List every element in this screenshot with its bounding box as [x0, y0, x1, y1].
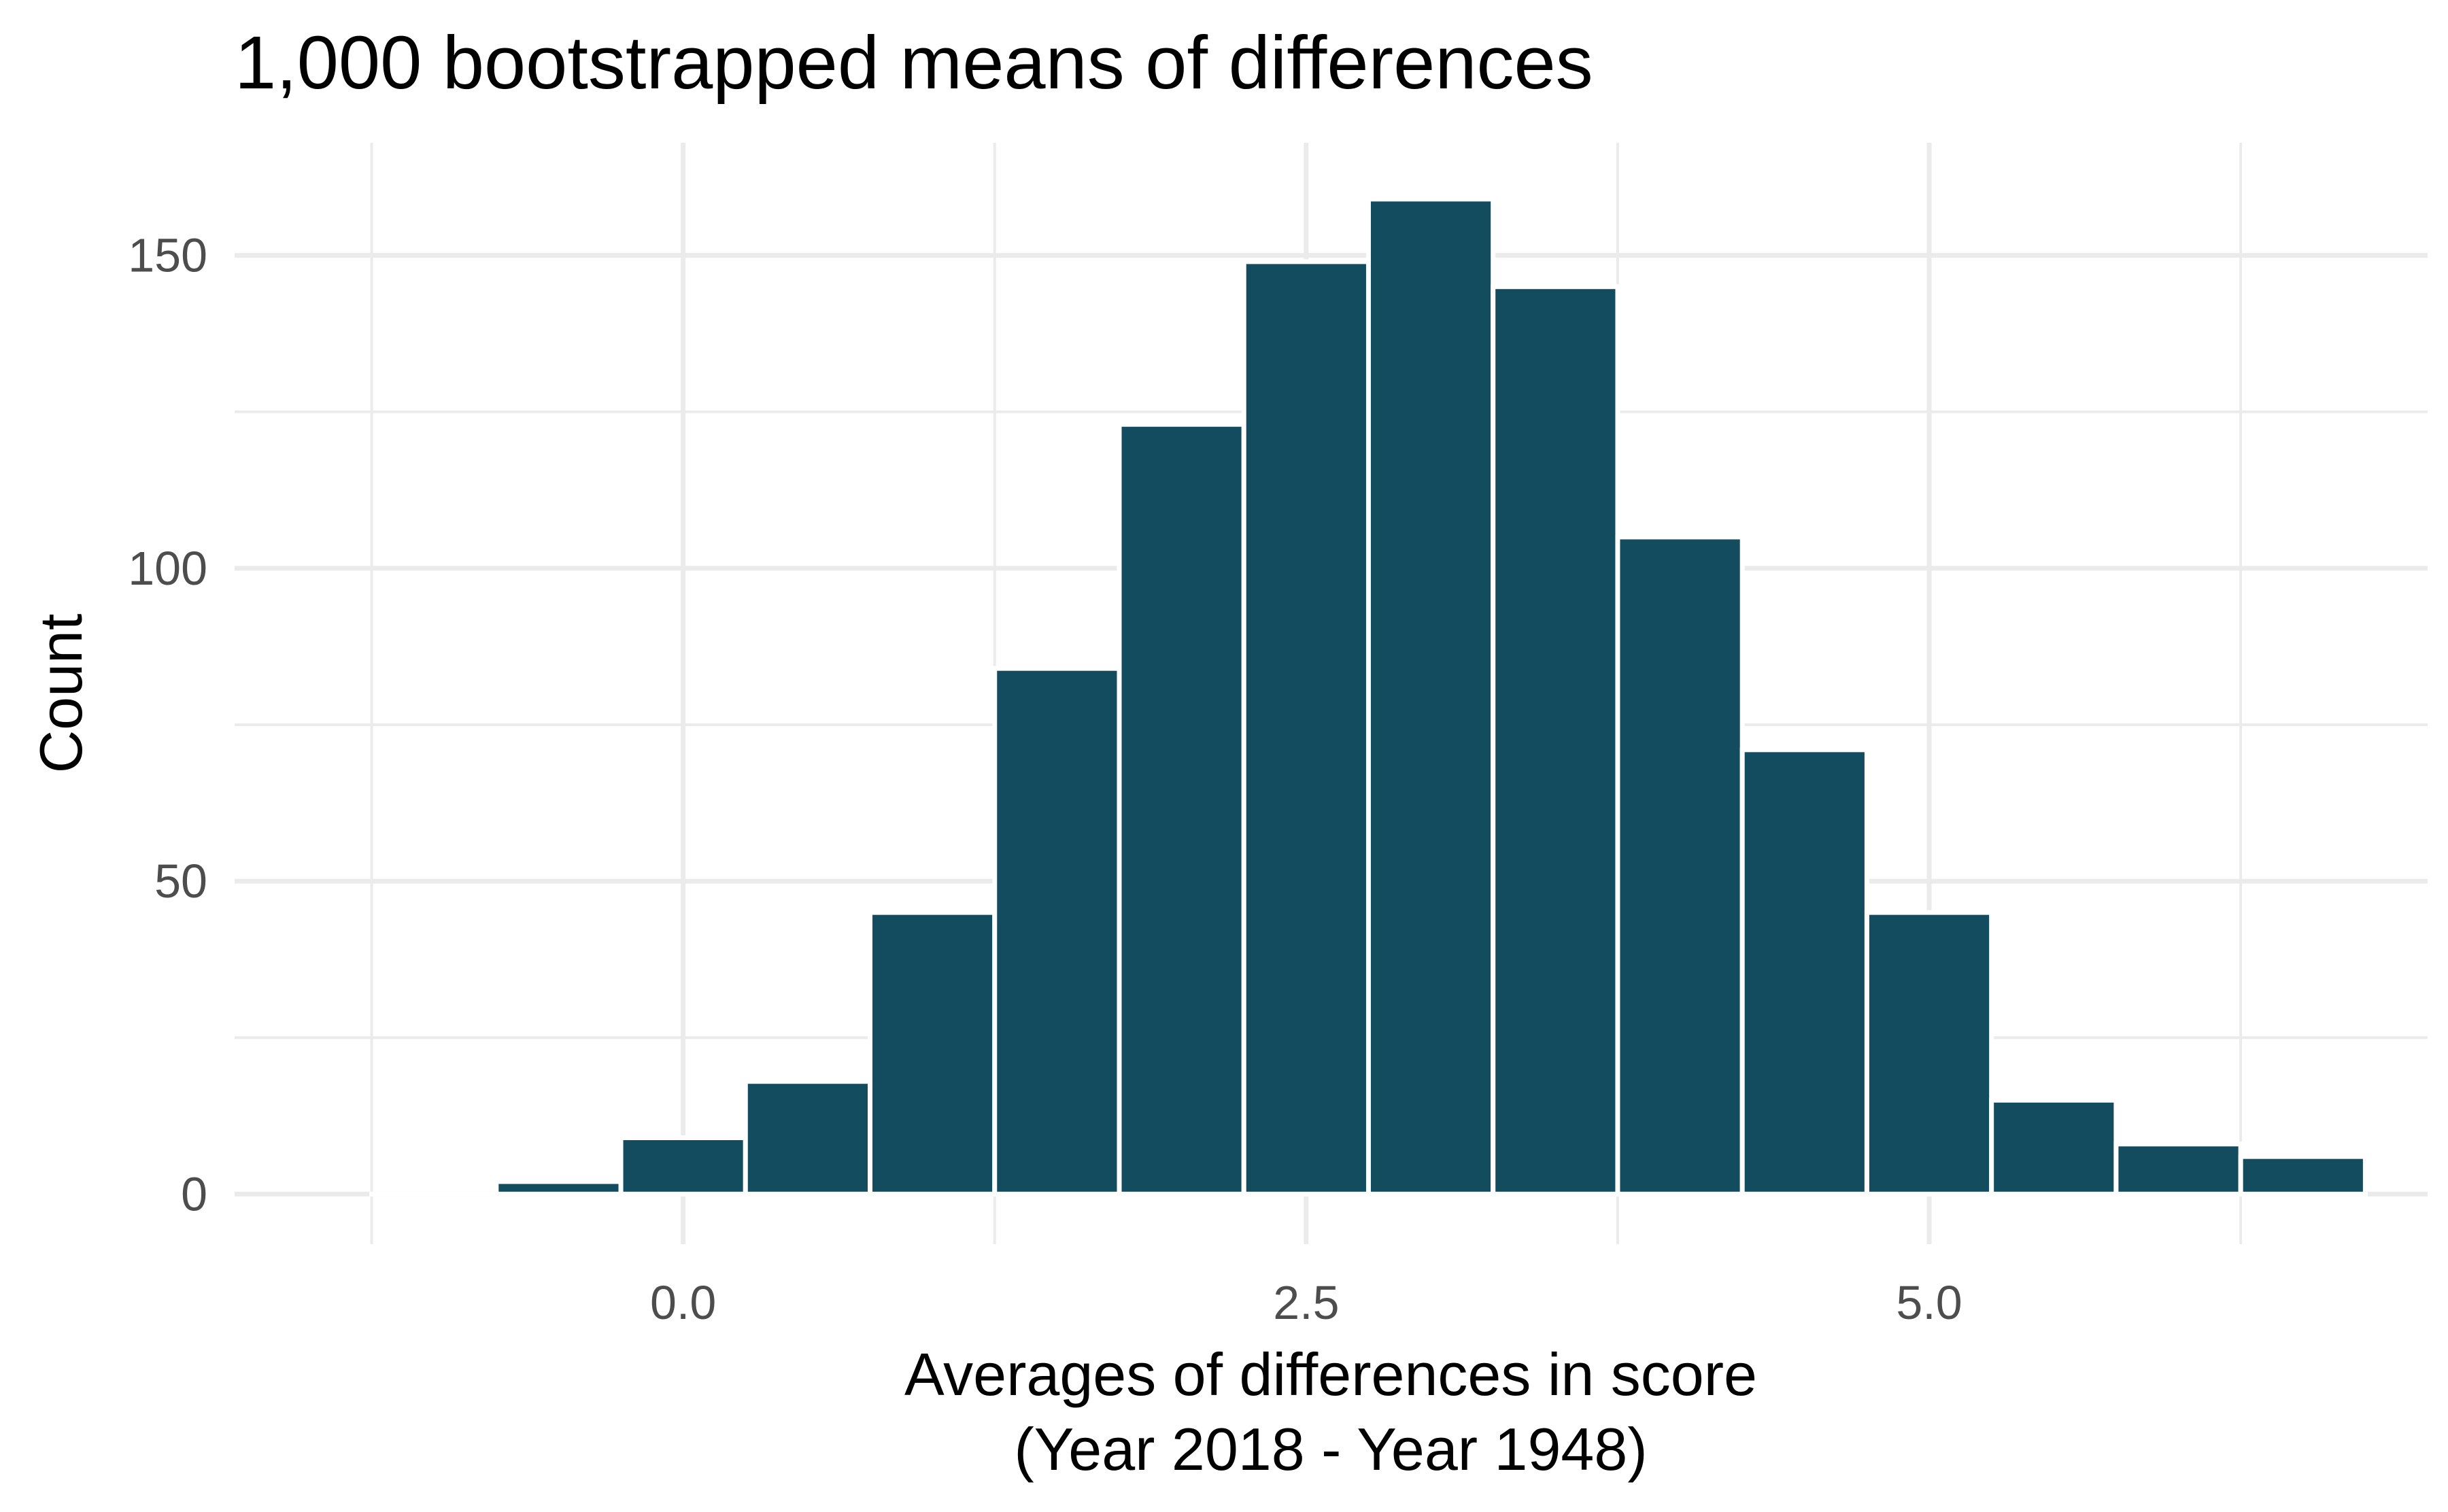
histogram-bars: [369, 196, 2368, 1197]
histogram-bar: [1739, 747, 1869, 1197]
y-axis-ticks: 0 50 100 150: [128, 229, 207, 1221]
histogram-bar: [1989, 1097, 2119, 1197]
histogram-bar: [1615, 534, 1745, 1197]
histogram-bar: [494, 1179, 624, 1197]
histogram-bar: [618, 1135, 748, 1197]
y-tick-label: 100: [128, 542, 207, 595]
histogram-bar: [1365, 196, 1496, 1197]
y-tick-label: 0: [181, 1167, 207, 1220]
histogram-bar: [1117, 422, 1246, 1197]
histogram-bar: [2238, 1154, 2368, 1197]
histogram-bar: [1241, 259, 1371, 1197]
histogram-bar: [868, 910, 998, 1197]
x-tick-label: 2.5: [1273, 1276, 1339, 1329]
x-tick-label: 0.0: [650, 1276, 716, 1329]
histogram-bar: [2113, 1141, 2243, 1197]
x-axis-ticks: 0.0 2.5 5.0: [650, 1276, 1962, 1329]
x-axis-label-line2: (Year 2018 - Year 1948): [1014, 1415, 1647, 1483]
histogram-bar: [1491, 284, 1620, 1197]
x-tick-label: 5.0: [1896, 1276, 1962, 1329]
histogram-bar: [1864, 910, 1994, 1197]
y-axis-label: Count: [27, 614, 95, 774]
y-tick-label: 50: [154, 855, 207, 908]
chart-title: 1,000 bootstrapped means of differences: [235, 21, 1593, 105]
histogram-bar: [992, 666, 1122, 1197]
x-axis-label-line1: Averages of differences in score: [904, 1341, 1757, 1408]
histogram-bar: [743, 1079, 873, 1197]
y-tick-label: 150: [128, 229, 207, 282]
